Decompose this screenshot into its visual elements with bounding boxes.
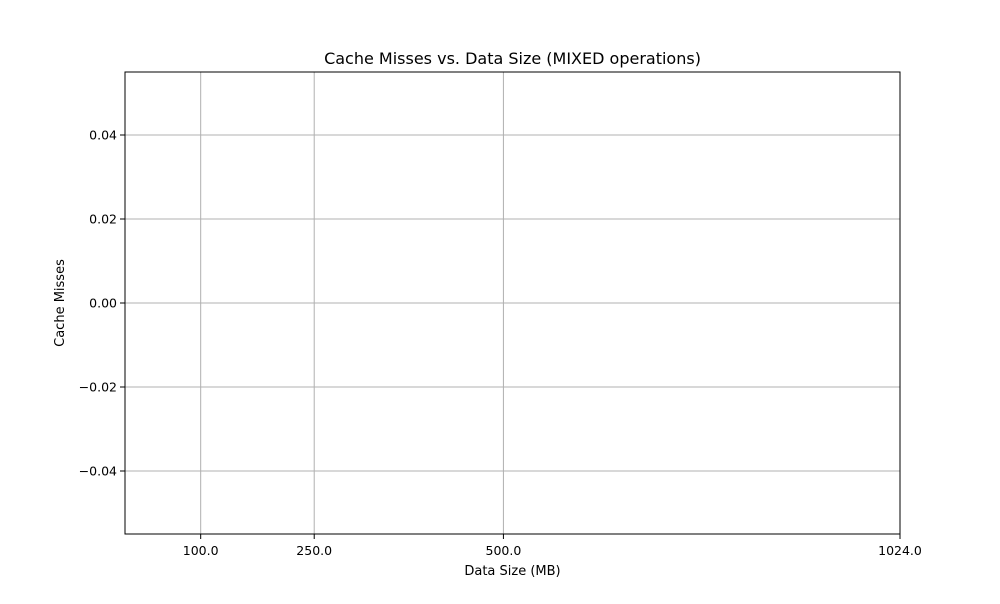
- x-axis-label: Data Size (MB): [464, 564, 560, 579]
- y-tick-label: −0.04: [79, 464, 117, 479]
- x-tick-label: 250.0: [296, 543, 332, 558]
- x-tick-label: 500.0: [486, 543, 522, 558]
- y-tick-label: 0.00: [89, 296, 117, 311]
- chart-title: Cache Misses vs. Data Size (MIXED operat…: [324, 49, 701, 68]
- y-tick-label: 0.02: [89, 212, 117, 227]
- y-tick-label: −0.02: [79, 380, 117, 395]
- y-tick-label: 0.04: [89, 128, 117, 143]
- grid-lines: [125, 72, 901, 534]
- y-axis-label: Cache Misses: [53, 259, 68, 347]
- x-tick-label: 1024.0: [878, 543, 922, 558]
- x-tick-label: 100.0: [183, 543, 219, 558]
- ticks: 100.0 250.0 500.0 1024.0 0.04 0.02 0.00 −0.02 −0…: [79, 128, 922, 559]
